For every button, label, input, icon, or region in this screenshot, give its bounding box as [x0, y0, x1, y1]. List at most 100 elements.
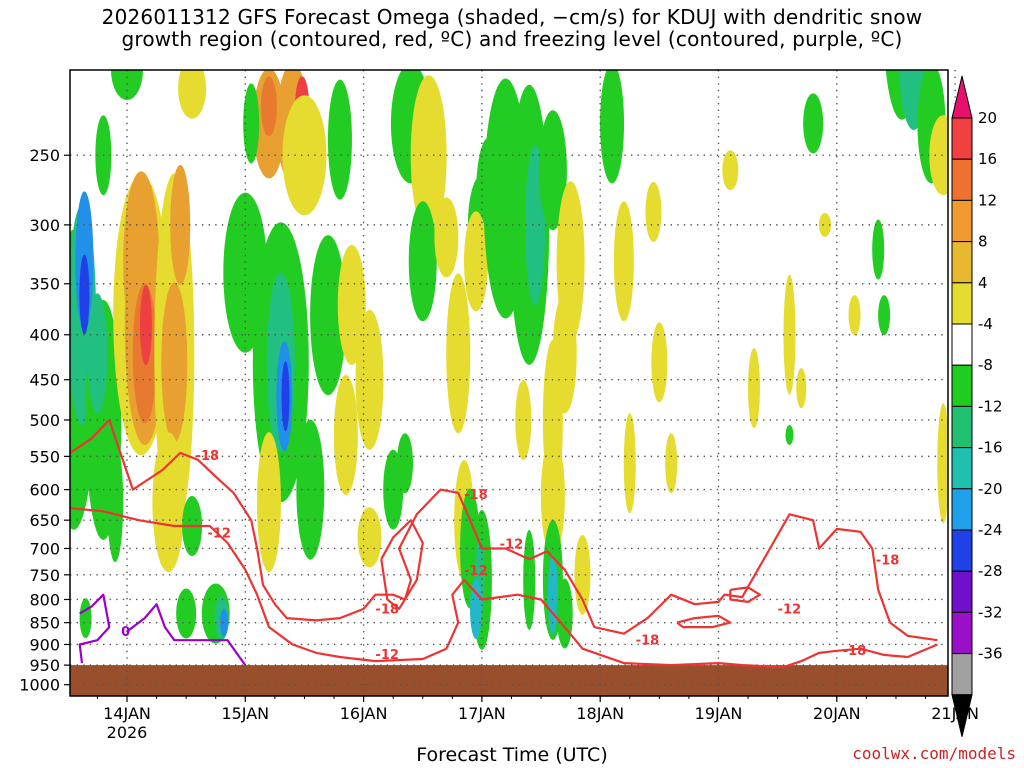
- freezing-line-a: [78, 593, 111, 664]
- omega-blob-58: [469, 578, 482, 639]
- colorbar-bin-9: [951, 447, 973, 490]
- colorbar-bin-11: [951, 529, 973, 572]
- omega-blob-45: [408, 201, 437, 322]
- contour-label-10: -12: [500, 537, 524, 552]
- ytick-label-800: 800: [29, 590, 60, 609]
- ytick-label-350: 350: [29, 275, 60, 294]
- colorbar-bin-1: [951, 117, 973, 160]
- omega-blob-66: [540, 435, 565, 556]
- axes: 250 300 350 400 450 500 550 600 650 700 750 800 850 9…: [19, 146, 979, 742]
- omega-blob-13: [161, 282, 188, 443]
- x-axis-label: Forecast Time (UTC): [416, 744, 608, 766]
- colorbar-label-2: 12: [978, 191, 997, 209]
- contour-label-1: -12: [207, 526, 231, 541]
- omega-blob-80: [747, 348, 760, 429]
- ytick-label-900: 900: [29, 635, 60, 654]
- terrain-ground: [70, 665, 948, 696]
- omega-blob-6: [107, 442, 124, 563]
- omega-blob-3: [79, 254, 90, 335]
- omega-blob-44: [410, 75, 447, 236]
- omega-blob-77: [651, 322, 668, 403]
- omega-blob-36: [281, 361, 290, 432]
- omega-blob-42: [355, 309, 384, 450]
- omega-blob-20: [176, 588, 197, 639]
- colorbar-label-5: -4: [978, 315, 993, 333]
- omega-blob-86: [872, 219, 885, 280]
- contour-minus12-main: [70, 507, 938, 669]
- omega-blob-82: [785, 424, 794, 445]
- omega-blob-50: [446, 273, 471, 434]
- omega-blob-71: [515, 379, 532, 460]
- xtick-label-3: 17JAN: [458, 704, 506, 723]
- freezing-label-0: 0: [121, 625, 130, 640]
- omega-blob-62: [538, 110, 567, 231]
- omega-blob-69: [556, 578, 573, 649]
- omega-blob-72: [523, 529, 536, 630]
- omega-blob-90: [929, 115, 948, 196]
- omega-blob-92: [878, 295, 891, 336]
- omega-blob-14: [170, 164, 191, 285]
- terrain-fill: [70, 665, 948, 696]
- ytick-label-950: 950: [29, 656, 60, 675]
- contour-loop-b: [676, 614, 732, 629]
- colorbar-bin-10: [951, 488, 973, 531]
- omega-blob-26: [260, 76, 277, 137]
- omega-shading: [70, 70, 948, 650]
- omega-blob-39: [310, 235, 347, 396]
- omega-blob-70: [574, 534, 591, 615]
- plot-frame: [69, 69, 949, 697]
- xtick-label-6: 20JAN: [813, 704, 861, 723]
- contour-loop-c: [729, 586, 761, 603]
- ytick-label-850: 850: [29, 614, 60, 633]
- colorbar-bin-12: [951, 570, 973, 613]
- title-line-2: growth region (contoured, red, ºC) and f…: [121, 27, 903, 51]
- ytick-label-750: 750: [29, 566, 60, 585]
- omega-blob-46: [434, 197, 459, 278]
- colorbar-label-11: -28: [978, 562, 1003, 580]
- ytick-label-500: 500: [29, 411, 60, 430]
- chart-title: 2026011312 GFS Forecast Omega (shaded, −…: [0, 6, 1024, 50]
- contour-loop-a: [380, 519, 424, 610]
- omega-blob-24: [79, 598, 92, 639]
- freezing-line-b: [126, 603, 247, 666]
- contour-label-9: -18: [843, 644, 867, 659]
- colorbar-label-13: -36: [978, 645, 1003, 663]
- omega-blob-91: [848, 295, 861, 336]
- omega-blob-37: [296, 419, 325, 560]
- xtick-label-5: 19JAN: [695, 704, 743, 723]
- contour-label-8: -18: [876, 554, 900, 569]
- omega-blob-93: [937, 403, 948, 524]
- colorbar-bin-3: [951, 199, 973, 243]
- xtick-year-label: 2026: [107, 723, 148, 742]
- omega-blob-11: [139, 285, 152, 366]
- colorbar-bin-7: [951, 364, 973, 407]
- contour-label-3: -12: [375, 648, 399, 663]
- colorbar-bin-13: [951, 611, 973, 655]
- xtick-label-2: 16JAN: [340, 704, 388, 723]
- omega-blob-74: [613, 201, 634, 322]
- colorbar-label-6: -8: [978, 356, 993, 374]
- colorbar-bin-4: [951, 241, 973, 284]
- ytick-label-1000: 1000: [19, 676, 60, 695]
- ytick-label-250: 250: [29, 146, 60, 165]
- colorbar-label-0: 20: [978, 109, 997, 127]
- ytick-label-300: 300: [29, 216, 60, 235]
- omega-blob-78: [665, 433, 678, 494]
- omega-blob-30: [243, 83, 260, 164]
- contour-label-2: -18: [375, 603, 399, 618]
- contours: -18 -12 -18 -12 -18 -12 -18 -12 -18 -18 -12 0: [70, 418, 938, 669]
- colorbar-bin-5: [951, 282, 973, 325]
- xtick-label-0: 14JAN: [103, 704, 151, 723]
- colorbar: 20 16 12 8 4 -4 -8 -12 -16 -20 -24 -28 -32 -36: [951, 75, 1003, 737]
- colorbar-label-10: -24: [978, 521, 1003, 539]
- colorbar-label-3: 8: [978, 233, 988, 251]
- colorbar-bin-8: [951, 405, 973, 449]
- omega-blob-79: [722, 150, 739, 191]
- omega-blob-76: [645, 181, 662, 242]
- omega-blob-15: [152, 432, 185, 573]
- omega-blob-41: [333, 374, 358, 495]
- omega-blob-5: [87, 293, 108, 414]
- omega-blob-85: [818, 212, 831, 237]
- ytick-label-550: 550: [29, 447, 60, 466]
